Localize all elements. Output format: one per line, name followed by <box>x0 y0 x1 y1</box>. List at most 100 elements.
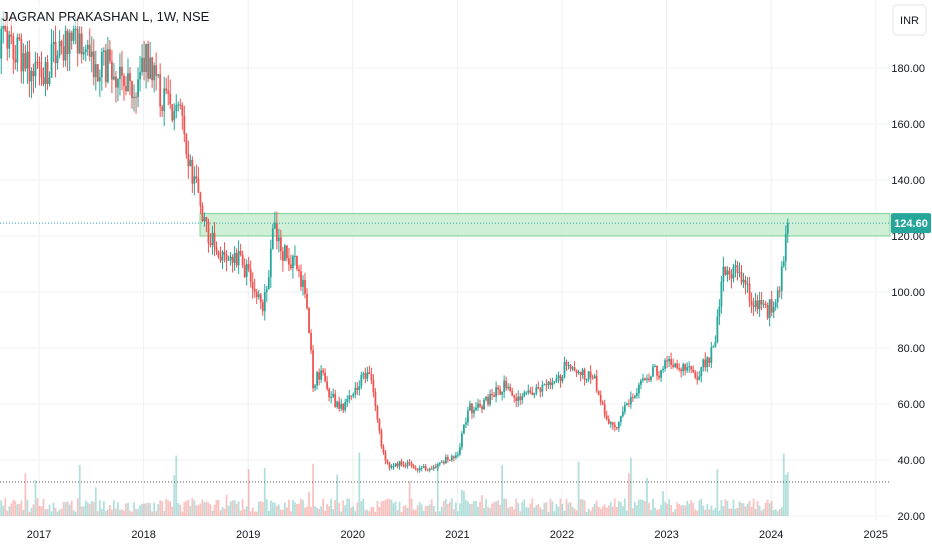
candle <box>76 28 79 54</box>
volume-bar <box>32 504 35 516</box>
candle <box>14 58 17 63</box>
candle <box>491 393 493 396</box>
currency-button[interactable] <box>892 4 927 36</box>
candle <box>191 159 194 184</box>
candle <box>549 381 552 386</box>
candle <box>151 57 154 81</box>
candle <box>195 176 198 179</box>
volume-bar <box>599 508 602 516</box>
volume-bar <box>619 502 622 516</box>
volume-bar <box>155 510 158 516</box>
volume-bar <box>507 507 510 516</box>
candle <box>511 390 514 396</box>
candle <box>700 367 703 377</box>
candle <box>583 369 586 380</box>
candle <box>456 454 459 456</box>
candle <box>225 254 228 261</box>
candle <box>135 96 137 98</box>
candle <box>145 43 147 72</box>
candle <box>786 223 789 234</box>
volume-bar <box>229 501 232 516</box>
volume-bar <box>746 503 749 516</box>
volume-bar <box>58 509 61 516</box>
candle <box>56 55 59 64</box>
currency-button-label[interactable]: INR <box>900 15 919 27</box>
volume-bar <box>487 506 489 516</box>
candle <box>139 72 141 80</box>
volume-bar <box>340 511 343 516</box>
candle <box>332 393 335 397</box>
volume-bar <box>167 500 170 516</box>
volume-bar <box>605 507 608 516</box>
candle <box>752 304 755 307</box>
volume-bar <box>736 507 739 516</box>
volume-bar <box>744 506 747 516</box>
candle <box>388 462 391 468</box>
volume-bar <box>529 503 532 516</box>
volume-bar <box>537 503 540 516</box>
volume-bar <box>191 498 194 516</box>
x-tick-label: 2021 <box>445 529 469 541</box>
candle <box>525 392 528 394</box>
candle <box>8 34 11 49</box>
candle <box>573 367 576 371</box>
volume-bar <box>772 509 775 516</box>
candle <box>207 221 210 244</box>
x-tick-label: 2022 <box>550 529 574 541</box>
candle <box>672 364 675 367</box>
volume-bar <box>758 505 761 516</box>
volume-bar <box>778 509 781 516</box>
candle <box>507 386 510 389</box>
volume-bar <box>497 500 500 516</box>
candle <box>509 386 512 391</box>
volume-bar <box>24 473 27 516</box>
volume-bar <box>271 502 274 516</box>
candle <box>229 256 232 260</box>
x-tick-label: 2017 <box>27 529 51 541</box>
volume-bar <box>364 509 367 516</box>
volume-bar <box>428 504 431 516</box>
volume-bar <box>16 504 19 516</box>
candle <box>601 402 604 405</box>
candle <box>364 373 367 379</box>
candle <box>686 367 689 371</box>
candle <box>273 222 276 229</box>
volume-bar <box>362 498 365 516</box>
volume-bar <box>237 501 240 516</box>
volume-bar <box>672 511 675 516</box>
volume-bar <box>627 473 630 516</box>
volume-bar <box>332 509 335 516</box>
candle <box>607 418 610 424</box>
candle <box>430 468 433 470</box>
volume-bar <box>726 501 729 516</box>
volume-bar <box>189 506 192 516</box>
volume-bar <box>430 499 433 516</box>
candle <box>772 307 775 313</box>
candle <box>231 256 234 263</box>
candle <box>78 33 81 54</box>
volume-bar <box>233 500 236 516</box>
volume-bar <box>477 506 479 516</box>
candle <box>386 460 389 463</box>
volume-bar <box>6 510 9 516</box>
candle <box>300 271 302 287</box>
candle <box>644 378 646 380</box>
candle <box>555 378 558 382</box>
volume-bar <box>171 506 174 516</box>
volume-bar <box>100 508 103 516</box>
volume-bar <box>404 505 407 516</box>
volume-bar <box>517 503 520 516</box>
candle <box>658 375 660 378</box>
candle <box>676 363 679 369</box>
volume-bar <box>165 498 168 516</box>
volume-bar <box>467 501 469 516</box>
candle <box>92 51 95 78</box>
candle <box>181 105 184 116</box>
candle <box>760 300 763 305</box>
candle <box>740 272 743 283</box>
candle <box>269 248 272 278</box>
candle <box>243 265 246 277</box>
volume-bar <box>491 503 493 516</box>
volume-bar <box>205 501 208 516</box>
